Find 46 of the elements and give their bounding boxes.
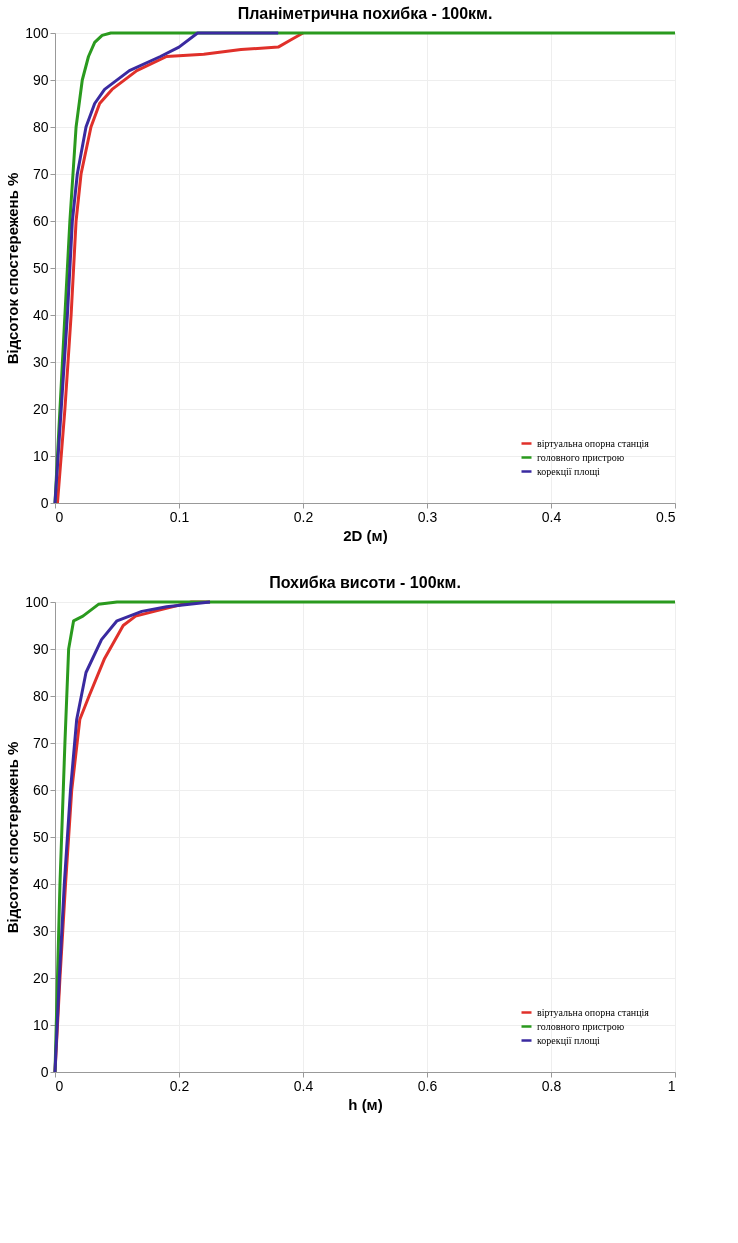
y-tick-label: 70	[32, 165, 49, 182]
y-axis-title: Відсоток спостережень %	[4, 172, 22, 365]
y-tick-label: 70	[32, 734, 49, 751]
y-tick-label: 60	[32, 212, 49, 229]
y-tick-label: 100	[25, 24, 49, 41]
x-tick-label: 0.4	[293, 1077, 314, 1094]
legend-label: віртуальна опорна станція	[537, 437, 650, 449]
y-tick-label: 30	[32, 353, 49, 370]
y-tick-label: 10	[32, 1016, 49, 1033]
x-tick-label: 0.1	[169, 508, 190, 525]
y-tick-label: 80	[32, 118, 49, 135]
y-tick-label: 80	[32, 687, 49, 704]
y-tick-label: 10	[32, 447, 49, 464]
x-axis-title: h (м)	[348, 1095, 383, 1113]
y-tick-label: 40	[32, 875, 49, 892]
x-tick-label: 0.2	[293, 508, 314, 525]
y-tick-label: 40	[32, 306, 49, 323]
y-tick-label: 0	[40, 1063, 49, 1080]
x-tick-label: 0.3	[417, 508, 438, 525]
y-tick-label: 90	[32, 71, 49, 88]
x-tick-label: 0.2	[169, 1077, 190, 1094]
y-tick-label: 50	[32, 828, 49, 845]
y-tick-label: 0	[40, 494, 49, 511]
x-tick-label: 0	[55, 1077, 64, 1094]
x-tick-label: 0.4	[541, 508, 562, 525]
x-tick-label: 0.6	[417, 1077, 438, 1094]
legend-label: віртуальна опорна станція	[537, 1006, 650, 1018]
x-tick-label: 0.8	[541, 1077, 562, 1094]
legend-label: корекції площі	[537, 465, 601, 477]
y-tick-label: 20	[32, 969, 49, 986]
y-tick-label: 30	[32, 922, 49, 939]
y-tick-label: 90	[32, 640, 49, 657]
chart-title: Похибка висоти - 100км.	[269, 574, 461, 591]
legend-label: корекції площі	[537, 1034, 601, 1046]
x-axis-title: 2D (м)	[343, 526, 388, 544]
x-tick-label: 1	[667, 1077, 676, 1094]
chart-title: Планіметрична похибка - 100км.	[237, 5, 493, 22]
y-axis-title: Відсоток спостережень %	[4, 741, 22, 934]
y-tick-label: 20	[32, 400, 49, 417]
y-tick-label: 60	[32, 781, 49, 798]
legend-label: головного пристрою	[537, 451, 625, 463]
legend-label: головного пристрою	[537, 1020, 625, 1032]
y-tick-label: 50	[32, 259, 49, 276]
y-tick-label: 100	[25, 593, 49, 610]
x-tick-label: 0	[55, 508, 64, 525]
x-tick-label: 0.5	[656, 508, 676, 525]
